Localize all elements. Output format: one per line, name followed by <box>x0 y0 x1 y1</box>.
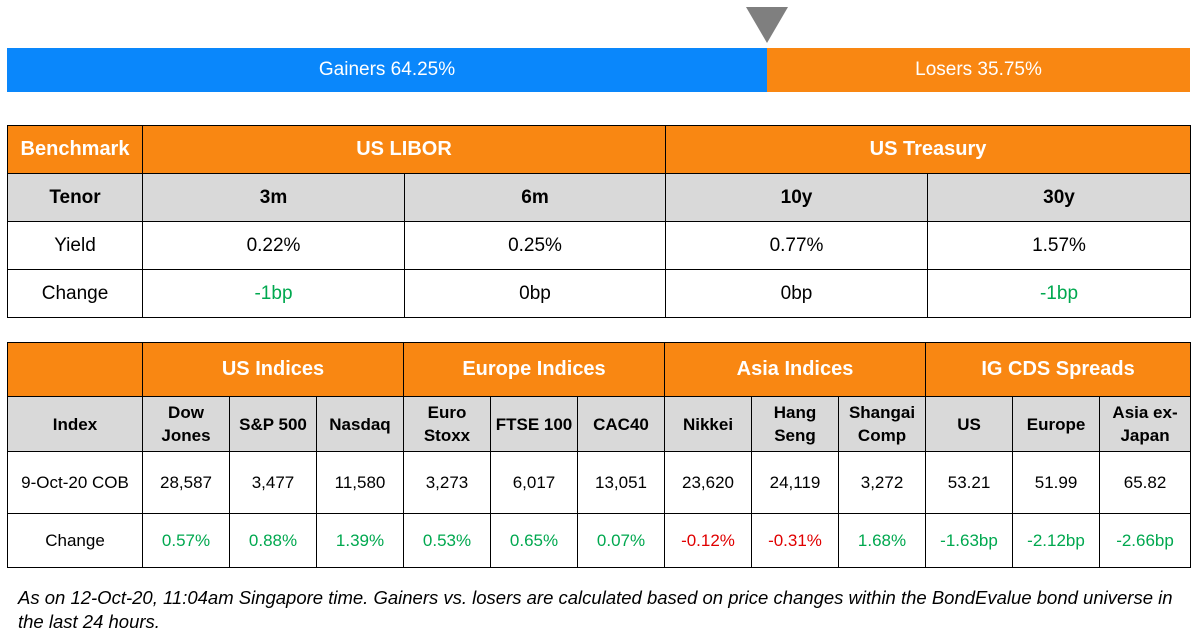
change-label: Change <box>7 269 143 318</box>
index-name-cell: Shangai Comp <box>837 396 927 452</box>
index-header-blank <box>7 342 143 397</box>
index-change-cell: 0.53% <box>403 513 491 568</box>
yield-cell: 0.22% <box>142 221 405 270</box>
index-name-line: Comp <box>857 426 907 445</box>
change-cell: 0bp <box>404 269 666 318</box>
index-name-cell: Europe <box>1012 396 1101 452</box>
index-value-cell: 13,051 <box>577 451 665 514</box>
index-change-cell: -0.12% <box>664 513 752 568</box>
index-change-cell: -2.66bp <box>1099 513 1192 568</box>
index-change-cell: 1.68% <box>837 513 927 568</box>
index-label: Index <box>7 396 143 452</box>
change-cell: 0bp <box>665 269 928 318</box>
index-name-cell: S&P 500 <box>229 396 317 452</box>
asia-indices-header: Asia Indices <box>663 342 927 397</box>
us-treasury-header: US Treasury <box>664 125 1192 174</box>
change-cell: -1bp <box>142 269 405 318</box>
change-label: Change <box>7 513 143 568</box>
index-name-line: Europe <box>1026 414 1086 434</box>
index-name-line: Stoxx <box>423 426 471 445</box>
footnote: As on 12-Oct-20, 11:04am Singapore time.… <box>18 587 1173 632</box>
down-triangle-icon <box>746 7 788 43</box>
change-cell: -1bp <box>926 269 1192 318</box>
index-change-cell: 0.57% <box>142 513 230 568</box>
index-name-cell: Euro Stoxx <box>403 396 491 452</box>
index-name-line: Euro <box>427 403 467 422</box>
index-change-cell: -0.31% <box>751 513 839 568</box>
yield-cell: 0.77% <box>665 221 928 270</box>
index-value-cell: 23,620 <box>664 451 752 514</box>
index-name-line: Japan <box>1120 426 1170 445</box>
tenor-cell: 10y <box>665 173 928 222</box>
index-value-cell: 53.21 <box>925 451 1014 514</box>
index-name-line: CAC40 <box>593 414 649 434</box>
index-change-cell: 0.65% <box>490 513 578 568</box>
index-change-cell: 0.88% <box>229 513 317 568</box>
date-label: 9-Oct-20 COB <box>7 451 143 514</box>
tenor-cell: 30y <box>926 173 1192 222</box>
yield-cell: 0.25% <box>404 221 666 270</box>
losers-label: Losers 35.75% <box>915 59 1042 80</box>
index-name-cell: US <box>925 396 1014 452</box>
index-name-line: Jones <box>161 426 211 445</box>
yield-label: Yield <box>7 221 143 270</box>
index-name-line: Nikkei <box>682 414 734 434</box>
gainers-segment: Gainers 64.25% <box>7 48 767 92</box>
us-indices-header: US Indices <box>142 342 404 397</box>
gainers-losers-bar: Gainers 64.25% Losers 35.75% <box>7 48 1190 92</box>
index-name-line: Nasdaq <box>329 414 391 434</box>
index-name-line: US <box>957 414 981 434</box>
index-name-cell: Asia ex- Japan <box>1099 396 1192 452</box>
index-name-cell: Nasdaq <box>316 396 404 452</box>
tenor-label: Tenor <box>7 173 143 222</box>
gainers-label: Gainers 64.25% <box>318 59 456 80</box>
index-value-cell: 28,587 <box>142 451 230 514</box>
index-value-cell: 65.82 <box>1099 451 1192 514</box>
indices-table: US Indices Europe Indices Asia Indices I… <box>7 342 1192 568</box>
index-change-cell: 1.39% <box>316 513 404 568</box>
index-value-cell: 51.99 <box>1012 451 1101 514</box>
index-value-cell: 24,119 <box>751 451 839 514</box>
europe-indices-header: Europe Indices <box>403 342 665 397</box>
index-name-line: FTSE 100 <box>495 414 573 434</box>
rates-table: Benchmark US LIBOR US Treasury Tenor 3m … <box>7 125 1192 318</box>
index-name-cell: FTSE 100 <box>490 396 578 452</box>
index-name-line: Seng <box>774 426 816 445</box>
tenor-cell: 3m <box>142 173 405 222</box>
index-name-line: Dow <box>168 403 204 422</box>
us-libor-header: US LIBOR <box>142 125 666 174</box>
ig-cds-spreads-header: IG CDS Spreads <box>925 342 1192 397</box>
index-name-line: Shangai <box>848 403 916 422</box>
index-value-cell: 6,017 <box>490 451 578 514</box>
index-change-cell: -1.63bp <box>925 513 1014 568</box>
index-name-cell: Hang Seng <box>751 396 839 452</box>
index-name-line: S&P 500 <box>239 414 307 434</box>
index-name-cell: CAC40 <box>577 396 665 452</box>
index-value-cell: 11,580 <box>316 451 404 514</box>
index-name-line: Hang <box>773 403 817 422</box>
yield-cell: 1.57% <box>926 221 1192 270</box>
index-change-cell: -2.12bp <box>1012 513 1101 568</box>
losers-segment: Losers 35.75% <box>767 48 1190 92</box>
index-name-cell: Dow Jones <box>142 396 230 452</box>
index-change-cell: 0.07% <box>577 513 665 568</box>
index-name-line: Asia ex- <box>1112 403 1178 422</box>
index-value-cell: 3,273 <box>403 451 491 514</box>
index-name-cell: Nikkei <box>664 396 752 452</box>
index-value-cell: 3,477 <box>229 451 317 514</box>
benchmark-header: Benchmark <box>7 125 143 174</box>
index-value-cell: 3,272 <box>837 451 927 514</box>
tenor-cell: 6m <box>404 173 666 222</box>
